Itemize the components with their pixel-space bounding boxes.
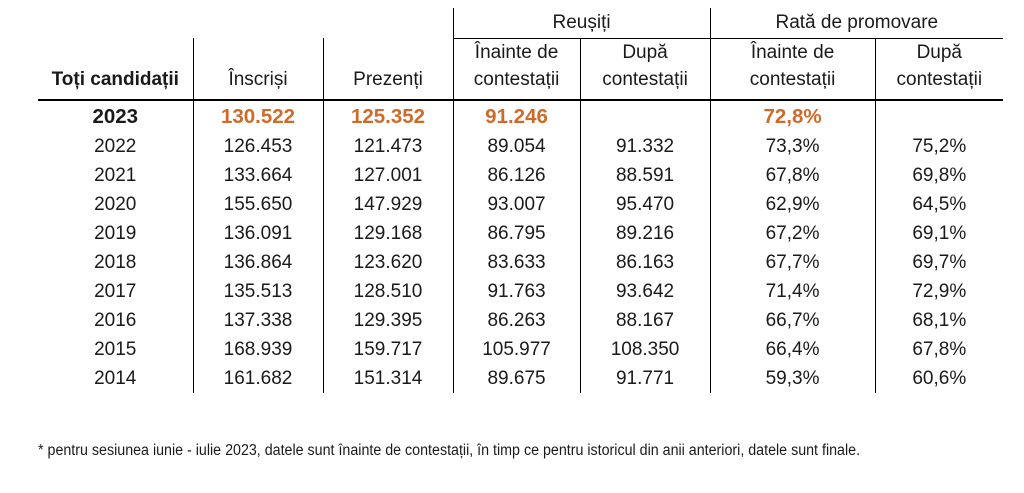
group-header-rata-de-promovare: Rată de promovare bbox=[709, 8, 1004, 39]
value-cell: 88.167 bbox=[579, 306, 711, 335]
value-cell: 121.473 bbox=[322, 132, 454, 161]
value-cell: 59,3% bbox=[709, 364, 876, 393]
table-row: 2017 135.513 128.510 91.763 93.642 71,4% 72,9% bbox=[38, 277, 1004, 306]
value-cell: 130.522 bbox=[192, 100, 323, 132]
value-cell: 91.246 bbox=[452, 100, 581, 132]
value-cell: 125.352 bbox=[322, 100, 454, 132]
value-cell: 128.510 bbox=[322, 277, 454, 306]
exam-results-table: Reușiți Rată de promovare Toți candidați… bbox=[38, 8, 1004, 393]
value-cell: 129.168 bbox=[322, 219, 454, 248]
value-cell: 62,9% bbox=[709, 190, 876, 219]
value-cell: 91.771 bbox=[579, 364, 711, 393]
table-row: 2018 136.864 123.620 83.633 86.163 67,7% 69,7% bbox=[38, 248, 1004, 277]
year-cell: 2018 bbox=[94, 251, 137, 273]
year-cell: 2019 bbox=[94, 222, 137, 244]
year-cell: 2014 bbox=[94, 367, 137, 389]
value-cell: 83.633 bbox=[452, 248, 581, 277]
value-cell bbox=[874, 100, 1004, 132]
value-cell: 66,4% bbox=[709, 335, 876, 364]
table-row: 2020 155.650 147.929 93.007 95.470 62,9% 64,5% bbox=[38, 190, 1004, 219]
year-cell: 2017 bbox=[94, 280, 137, 302]
table-row: 2014 161.682 151.314 89.675 91.771 59,3% 60,6% bbox=[38, 364, 1004, 393]
column-header-inscrisi: Înscriși bbox=[192, 38, 323, 101]
value-cell: 91.763 bbox=[452, 277, 581, 306]
value-cell: 86.263 bbox=[452, 306, 581, 335]
value-cell: 72,8% bbox=[709, 100, 876, 132]
value-cell: 68,1% bbox=[874, 306, 1004, 335]
value-cell: 72,9% bbox=[874, 277, 1004, 306]
value-cell: 89.054 bbox=[452, 132, 581, 161]
value-cell: 67,2% bbox=[709, 219, 876, 248]
value-cell: 95.470 bbox=[579, 190, 711, 219]
value-cell: 86.163 bbox=[579, 248, 711, 277]
table-header: Reușiți Rată de promovare Toți candidați… bbox=[38, 8, 1004, 101]
value-cell: 89.216 bbox=[579, 219, 711, 248]
group-header-row: Reușiți Rată de promovare bbox=[38, 8, 1004, 39]
value-cell: 86.795 bbox=[452, 219, 581, 248]
value-cell bbox=[579, 100, 711, 132]
table-row: 2023 130.522 125.352 91.246 72,8% bbox=[38, 100, 1004, 132]
value-cell: 69,7% bbox=[874, 248, 1004, 277]
value-cell: 91.332 bbox=[579, 132, 711, 161]
value-cell: 67,7% bbox=[709, 248, 876, 277]
year-cell: 2023 bbox=[92, 104, 139, 128]
value-cell: 136.864 bbox=[192, 248, 323, 277]
footnote: * pentru sesiunea iunie - iulie 2023, da… bbox=[38, 442, 1024, 460]
footnote-text: * pentru sesiunea iunie - iulie 2023, da… bbox=[38, 442, 861, 459]
value-cell: 123.620 bbox=[322, 248, 454, 277]
table-row: 2019 136.091 129.168 86.795 89.216 67,2% 69,1% bbox=[38, 219, 1004, 248]
column-header-reusiti-dupa-contestatii: După contestații bbox=[579, 38, 711, 101]
value-cell: 60,6% bbox=[874, 364, 1004, 393]
value-cell: 67,8% bbox=[709, 161, 876, 190]
value-cell: 168.939 bbox=[192, 335, 323, 364]
value-cell: 105.977 bbox=[452, 335, 581, 364]
table-row: 2015 168.939 159.717 105.977 108.350 66,4% 67,… bbox=[38, 335, 1004, 364]
column-header-reusiti-inainte-de-contestatii: Înainte de contestații bbox=[452, 38, 581, 101]
value-cell: 75,2% bbox=[874, 132, 1004, 161]
year-cell: 2022 bbox=[94, 135, 137, 157]
value-cell: 71,4% bbox=[709, 277, 876, 306]
value-cell: 151.314 bbox=[322, 364, 454, 393]
value-cell: 89.675 bbox=[452, 364, 581, 393]
value-cell: 64,5% bbox=[874, 190, 1004, 219]
column-header-rata-inainte-de-contestatii: Înainte de contestații bbox=[709, 38, 876, 101]
value-cell: 69,8% bbox=[874, 161, 1004, 190]
table-body: 2023 130.522 125.352 91.246 72,8% 2022 126.453… bbox=[38, 100, 1004, 393]
table-row: 2021 133.664 127.001 86.126 88.591 67,8% 69,8% bbox=[38, 161, 1004, 190]
year-cell: 2015 bbox=[94, 338, 137, 360]
value-cell: 129.395 bbox=[322, 306, 454, 335]
value-cell: 108.350 bbox=[579, 335, 711, 364]
value-cell: 161.682 bbox=[192, 364, 323, 393]
column-header-prezenti: Prezenți bbox=[322, 38, 454, 101]
value-cell: 67,8% bbox=[874, 335, 1004, 364]
value-cell: 93.007 bbox=[452, 190, 581, 219]
value-cell: 86.126 bbox=[452, 161, 581, 190]
value-cell: 127.001 bbox=[322, 161, 454, 190]
value-cell: 73,3% bbox=[709, 132, 876, 161]
value-cell: 88.591 bbox=[579, 161, 711, 190]
value-cell: 159.717 bbox=[322, 335, 454, 364]
value-cell: 66,7% bbox=[709, 306, 876, 335]
group-header-reusiti: Reușiți bbox=[452, 8, 711, 39]
table-row: 2022 126.453 121.473 89.054 91.332 73,3% 75,2% bbox=[38, 132, 1004, 161]
year-cell: 2020 bbox=[94, 193, 137, 215]
value-cell: 126.453 bbox=[192, 132, 323, 161]
table-row: 2016 137.338 129.395 86.263 88.167 66,7% 68,1% bbox=[38, 306, 1004, 335]
value-cell: 69,1% bbox=[874, 219, 1004, 248]
year-cell: 2016 bbox=[94, 309, 137, 331]
value-cell: 155.650 bbox=[192, 190, 323, 219]
column-header-rata-dupa-contestatii: După contestații bbox=[874, 38, 1004, 101]
value-cell: 136.091 bbox=[192, 219, 323, 248]
value-cell: 137.338 bbox=[192, 306, 323, 335]
column-header-toti-candidatii: Toți candidații bbox=[38, 38, 193, 101]
value-cell: 133.664 bbox=[192, 161, 323, 190]
column-header-row: Toți candidații Înscriși Prezenți Înaint… bbox=[38, 38, 1004, 101]
group-header-spacer bbox=[38, 8, 453, 38]
value-cell: 147.929 bbox=[322, 190, 454, 219]
value-cell: 135.513 bbox=[192, 277, 323, 306]
value-cell: 93.642 bbox=[579, 277, 711, 306]
year-cell: 2021 bbox=[94, 164, 137, 186]
